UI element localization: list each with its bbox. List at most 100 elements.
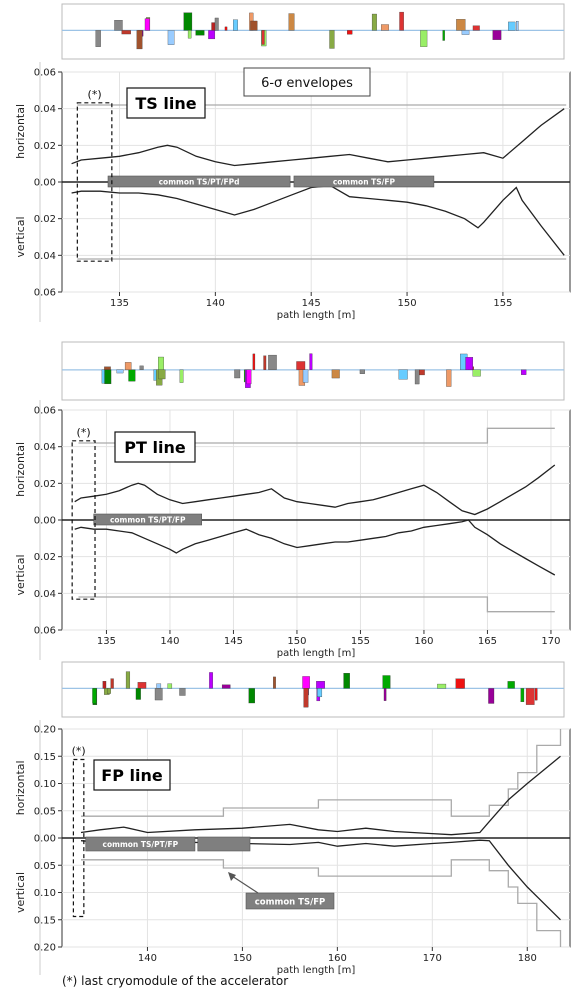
lattice-element [252,353,256,370]
y-tick-label: 0.06 [34,626,56,637]
lattice-element [125,671,131,689]
y-tick-label: 0.06 [34,288,56,299]
lattice-element [214,17,219,31]
line-label-box [114,431,196,463]
lattice-element [472,369,481,377]
common-section-box [93,513,202,526]
y-tick-label: 0.15 [34,752,56,763]
lattice-element [209,672,213,689]
lattice-element [461,30,470,35]
lattice-element [195,30,205,36]
x-tick-label: 140 [206,298,225,309]
lattice-element [167,683,173,689]
lattice-element [472,25,480,31]
lattice-element [221,684,231,689]
y-tick-label: 0.02 [34,552,56,563]
lattice-strip-frame [61,661,565,718]
lattice-element [183,12,193,31]
lattice-element [250,20,258,31]
envelope-label: 6-σ envelopes [261,76,353,91]
y-tick-label: 0.00 [34,834,56,845]
lattice-element [154,688,163,701]
x-tick-label: 145 [224,636,243,647]
lattice-strip-frame [61,341,565,401]
lattice-element [343,673,350,689]
lattice-element [309,353,313,370]
y-tick-label: 0.00 [34,516,56,527]
lattice-element [136,30,143,50]
lattice-element [398,369,408,380]
lattice-element [179,688,186,696]
x-tick-label: 135 [97,636,116,647]
x-tick-label: 150 [398,298,417,309]
lattice-element [158,356,164,370]
cryomodule-dashed-box [71,440,96,600]
arrow-label: common TS/FP [255,898,326,908]
x-tick-label: 140 [138,953,157,964]
lattice-element [167,30,175,45]
common-section-label: common TS/FP [333,178,396,187]
lattice-element [135,688,141,700]
lattice-element [359,369,365,374]
lattice-element [331,369,340,379]
common-section-label: common TS/PT/FP [103,840,179,849]
y-tick-label: 0.04 [34,251,56,262]
y-tick-label: 0.05 [34,806,56,817]
x-tick-label: 150 [287,636,306,647]
lattice-element [187,30,192,39]
x-tick-label: 155 [351,636,370,647]
lattice-element [316,681,325,689]
lattice-element [317,688,323,698]
y-tick-label: 0.06 [34,406,56,417]
lattice-element [465,357,474,370]
lattice-element [104,369,112,385]
lattice-element [507,681,515,689]
lattice-element [121,30,131,35]
lattice-element [302,369,309,383]
lattice-element [248,688,255,704]
lattice-element [455,678,465,689]
common-section-box [197,836,251,852]
lattice-element [508,21,516,31]
x-tick-label: 170 [423,953,442,964]
lattice-element [446,369,452,387]
y-tick-label: 0.20 [34,943,56,954]
x-axis-label: path length [m] [277,965,356,976]
y-label-vertical: vertical [14,872,27,913]
x-tick-label: 150 [233,953,252,964]
lattice-element [329,30,335,49]
y-tick-label: 0.05 [34,861,56,872]
lattice-element [273,676,276,689]
lattice-element [383,688,387,701]
common-section-box [85,836,196,852]
lattice-element [158,369,166,380]
envelope-line [80,755,561,836]
y-tick-label: 0.10 [34,779,56,790]
y-tick-label: 0.04 [34,589,56,600]
lattice-element [268,354,277,370]
lattice-element [107,688,111,694]
lattice-element [144,18,150,31]
lattice-element [288,13,295,31]
y-tick-label: 0.04 [34,104,56,115]
lattice-element [95,30,101,47]
lattice-element [179,369,184,383]
cryomodule-marker: (*) [77,426,91,439]
lattice-element [414,369,420,385]
y-tick-label: 0.02 [34,141,56,152]
lattice-element [456,19,466,31]
lattice-element [263,355,267,370]
cryomodule-dashed-box [76,102,113,262]
panel-1: 135 140 145 150 155 0.06 0.04 0.02 0.00 0.02 0.04 0… [14,3,571,322]
lattice-element [128,369,136,382]
y-label-vertical: vertical [14,216,27,257]
y-label-horizontal: horizontal [14,442,27,497]
lattice-element [419,369,425,376]
lattice-element [520,688,525,703]
aperture-line [81,729,562,817]
aperture-line [78,427,555,444]
y-tick-label: 0.02 [34,214,56,225]
lattice-element [102,681,107,689]
